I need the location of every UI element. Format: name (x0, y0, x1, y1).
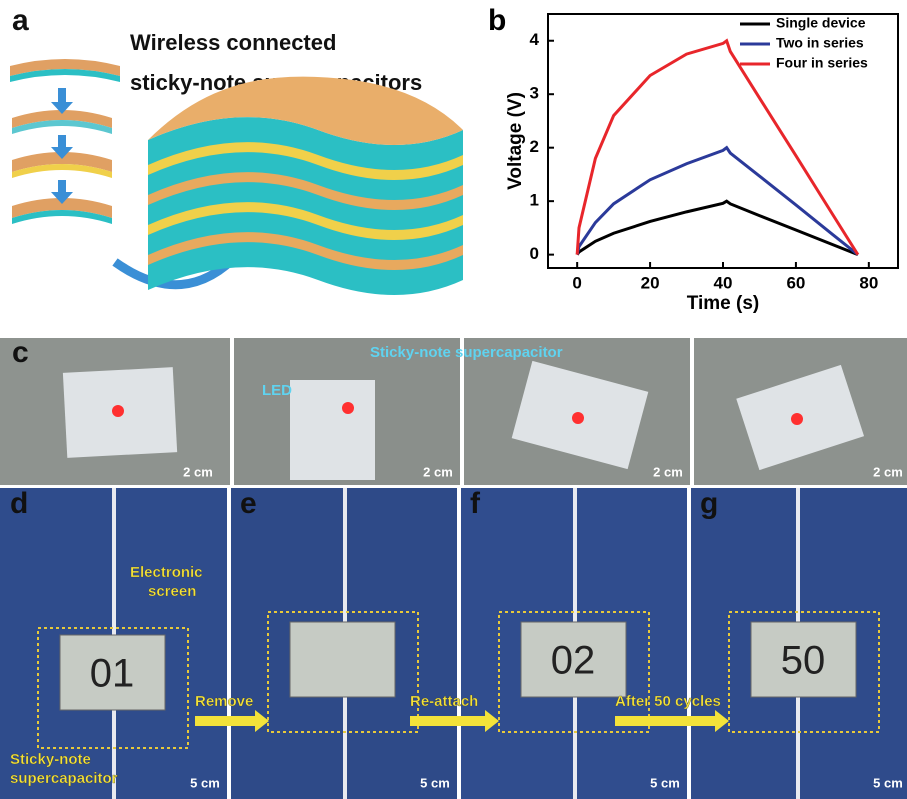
panel-label: f (470, 487, 481, 520)
x-tick-label: 80 (859, 273, 878, 292)
annotation: Sticky-note supercapacitor (370, 344, 563, 361)
annotation: LED (262, 382, 292, 399)
x-tick-label: 0 (572, 273, 581, 292)
panel-label: c (12, 336, 29, 369)
scale-bar: 5 cm (650, 775, 680, 790)
y-tick-label: 4 (530, 30, 540, 49)
x-tick-label: 40 (714, 273, 733, 292)
x-tick-label: 20 (641, 273, 660, 292)
y-tick-label: 3 (530, 84, 539, 103)
plot-frame (548, 14, 898, 268)
scale-bar: 2 cm (183, 464, 213, 479)
title: Wireless connected (130, 30, 336, 55)
y-tick-label: 0 (530, 244, 539, 263)
scale-bar: 2 cm (653, 464, 683, 479)
panel-label: b (488, 4, 506, 37)
stack (148, 77, 463, 295)
panel-b: b 0 20 40 60 80 0 1 2 3 4 Time (s) Voltage (V) Single… (488, 4, 898, 314)
display: 50 (781, 639, 826, 683)
panels-d-g: 01 02 50 d e f g Electronic screen Stick… (0, 487, 907, 799)
step-label: After 50 cycles (615, 693, 721, 710)
screen-label: screen (148, 583, 196, 600)
panel-label: e (240, 487, 257, 520)
legend-label: Single device (776, 15, 866, 31)
scale-bar: 5 cm (873, 775, 903, 790)
figure: a Wireless connected sticky-note superca… (0, 0, 907, 799)
x-axis-label: Time (s) (687, 293, 760, 314)
screen-label: Electronic (130, 564, 203, 581)
scale-bar: 2 cm (423, 464, 453, 479)
scale-bar: 2 cm (873, 464, 903, 479)
display: 02 (551, 639, 596, 683)
device-label: Sticky-note (10, 751, 91, 768)
display: 01 (90, 652, 135, 696)
y-tick-label: 1 (530, 191, 539, 210)
step-label: Remove (195, 693, 253, 710)
series-line (577, 201, 858, 254)
y-axis-label: Voltage (V) (505, 92, 526, 190)
panel-c: c Sticky-note supercapacitor LED 2 cm 2 … (0, 336, 907, 485)
legend-label: Four in series (776, 55, 868, 71)
scale-bar: 5 cm (190, 775, 220, 790)
step-label: Re-attach (410, 693, 478, 710)
x-tick-label: 60 (786, 273, 805, 292)
panel-label: g (700, 487, 718, 520)
panel-label: a (12, 4, 29, 37)
legend-label: Two in series (776, 35, 864, 51)
panel-label: d (10, 487, 28, 520)
panel-a: a Wireless connected sticky-note superca… (10, 4, 463, 295)
y-tick-label: 2 (530, 137, 539, 156)
device-label: supercapacitor (10, 770, 118, 787)
scale-bar: 5 cm (420, 775, 450, 790)
